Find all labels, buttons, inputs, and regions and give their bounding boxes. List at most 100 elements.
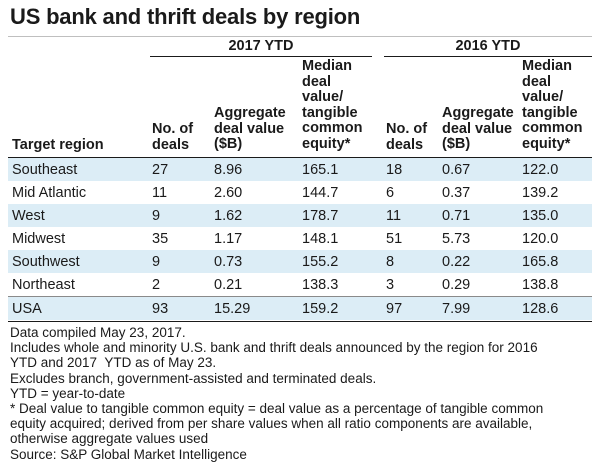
group-underline-2017 [150, 56, 372, 57]
cell-aggregate-2016: 0.71 [438, 204, 518, 227]
title-divider [8, 36, 592, 37]
header-line: Median [302, 58, 352, 74]
header-line: Aggregate [214, 105, 286, 121]
group-underline-2016 [384, 56, 592, 57]
cell-region: Southeast [8, 158, 148, 181]
cell-median-2016: 128.6 [518, 296, 592, 320]
header-line: deal value [214, 120, 285, 137]
cell-deals-2017: 9 [148, 250, 210, 273]
col-header-median-2017: Median deal value/ tangible common equit… [302, 58, 363, 152]
col-header-deals-2017: No. of deals [152, 121, 194, 153]
group-header-2017: 2017 YTD [228, 38, 294, 54]
table-bottom-divider [8, 321, 592, 322]
header-line: common [522, 120, 583, 136]
cell-median-2017: 144.7 [302, 184, 339, 201]
header-line: ($B) [442, 136, 471, 152]
footnote-line: Excludes branch, government-assisted and… [10, 370, 377, 386]
cell-deals-2016: 11 [382, 204, 438, 227]
cell-aggregate-2016: 0.67 [438, 158, 518, 181]
cell-median-2016: 122.0 [518, 158, 592, 181]
header-line: deal value [442, 120, 513, 137]
cell-aggregate-2017: 1.62 [210, 204, 298, 227]
cell-deals-2016: 18 [382, 158, 438, 181]
cell-median-2017: 159.2 [298, 296, 382, 320]
cell-median-2017: 138.3 [302, 276, 339, 293]
footnote-line: Includes whole and minority U.S. bank an… [10, 340, 538, 356]
col-header-aggregate-2017: Aggregate deal value ($B) [214, 105, 286, 153]
cell-median-2016: 139.2 [522, 184, 559, 201]
cell-median-2016: 120.0 [522, 230, 559, 247]
header-line: common [302, 120, 363, 136]
cell-aggregate-2017: 8.96 [210, 158, 298, 181]
cell-deals-2017: 27 [148, 158, 210, 181]
table-row-total: USA 93 15.29 159.2 97 7.99 128.6 [8, 296, 592, 320]
header-line: deal [522, 73, 552, 90]
cell-aggregate-2017: 15.29 [210, 296, 298, 320]
cell-region: USA [8, 296, 148, 320]
cell-region: Northeast [12, 276, 75, 293]
footnote-line: YTD = year-to-date [10, 385, 126, 401]
cell-deals-2016: 97 [382, 296, 438, 320]
table-row: Southeast 27 8.96 165.1 18 0.67 122.0 [8, 158, 592, 181]
header-line: Aggregate [442, 105, 514, 121]
header-line: No. of [152, 121, 194, 137]
header-line: value/ [522, 89, 564, 105]
cell-aggregate-2016: 7.99 [438, 296, 518, 320]
cell-deals-2016: 6 [386, 184, 395, 201]
cell-median-2016: 165.8 [518, 250, 592, 273]
table-row: Midwest 35 1.17 148.1 51 5.73 120.0 [8, 227, 592, 250]
table-row: West 9 1.62 178.7 11 0.71 135.0 [8, 204, 592, 227]
cell-median-2017: 155.2 [298, 250, 382, 273]
col-header-deals-2016: No. of deals [386, 121, 428, 153]
footnote-line: Data compiled May 23, 2017. [10, 325, 186, 340]
cell-deals-2017: 9 [148, 204, 210, 227]
cell-aggregate-2016: 5.73 [442, 230, 471, 247]
cell-aggregate-2017: 2.60 [214, 184, 243, 201]
table-title: US bank and thrift deals by region [10, 4, 361, 29]
header-line: tangible [302, 104, 358, 121]
cell-aggregate-2017: 0.73 [210, 250, 298, 273]
footnote-line: otherwise aggregate values used [10, 431, 209, 447]
col-header-aggregate-2016: Aggregate deal value ($B) [442, 105, 514, 153]
cell-aggregate-2017: 0.21 [214, 276, 243, 293]
cell-deals-2017: 93 [148, 296, 210, 320]
header-divider [8, 157, 592, 158]
header-line: deal [302, 73, 332, 90]
header-line: deals [386, 136, 424, 153]
cell-deals-2017: 2 [152, 276, 161, 293]
header-line: No. of [386, 121, 428, 137]
cell-deals-2017: 35 [152, 230, 169, 247]
cell-region: Mid Atlantic [12, 184, 87, 201]
header-line: value/ [302, 89, 344, 105]
header-line: equity* [302, 135, 351, 152]
cell-median-2017: 148.1 [302, 230, 339, 247]
header-line: ($B) [214, 136, 243, 152]
cell-aggregate-2016: 0.29 [442, 276, 471, 293]
cell-region: Southwest [8, 250, 148, 273]
cell-median-2017: 165.1 [298, 158, 382, 181]
cell-aggregate-2016: 0.37 [442, 184, 471, 201]
table-row: Mid Atlantic 11 2.60 144.7 6 0.37 139.2 [8, 181, 592, 204]
table-row: Southwest 9 0.73 155.2 8 0.22 165.8 [8, 250, 592, 273]
footnote-line: equity acquired; derived from per share … [10, 416, 533, 432]
group-header-2016: 2016 YTD [455, 38, 521, 54]
deals-table: Southeast 27 8.96 165.1 18 0.67 122.0 Mi… [8, 158, 592, 320]
cell-deals-2016: 3 [386, 276, 395, 293]
header-line: Median [522, 58, 572, 74]
cell-deals-2017: 11 [152, 184, 168, 201]
cell-median-2017: 178.7 [298, 204, 382, 227]
cell-aggregate-2016: 0.22 [438, 250, 518, 273]
header-line: deals [152, 136, 190, 153]
footnote-line: * Deal value to tangible common equity =… [10, 401, 544, 417]
col-header-target-region: Target region [12, 137, 104, 153]
footnote-source: Source: S&P Global Market Intelligence [10, 446, 247, 462]
cell-region: Midwest [12, 230, 66, 247]
cell-deals-2016: 8 [382, 250, 438, 273]
cell-median-2016: 135.0 [518, 204, 592, 227]
footnotes: Data compiled May 23, 2017. Includes who… [10, 325, 594, 462]
cell-median-2016: 138.8 [522, 276, 559, 293]
header-line: equity* [522, 135, 571, 152]
table-row: Northeast 2 0.21 138.3 3 0.29 138.8 [8, 273, 592, 297]
cell-deals-2016: 51 [386, 230, 403, 247]
cell-aggregate-2017: 1.17 [214, 230, 243, 247]
